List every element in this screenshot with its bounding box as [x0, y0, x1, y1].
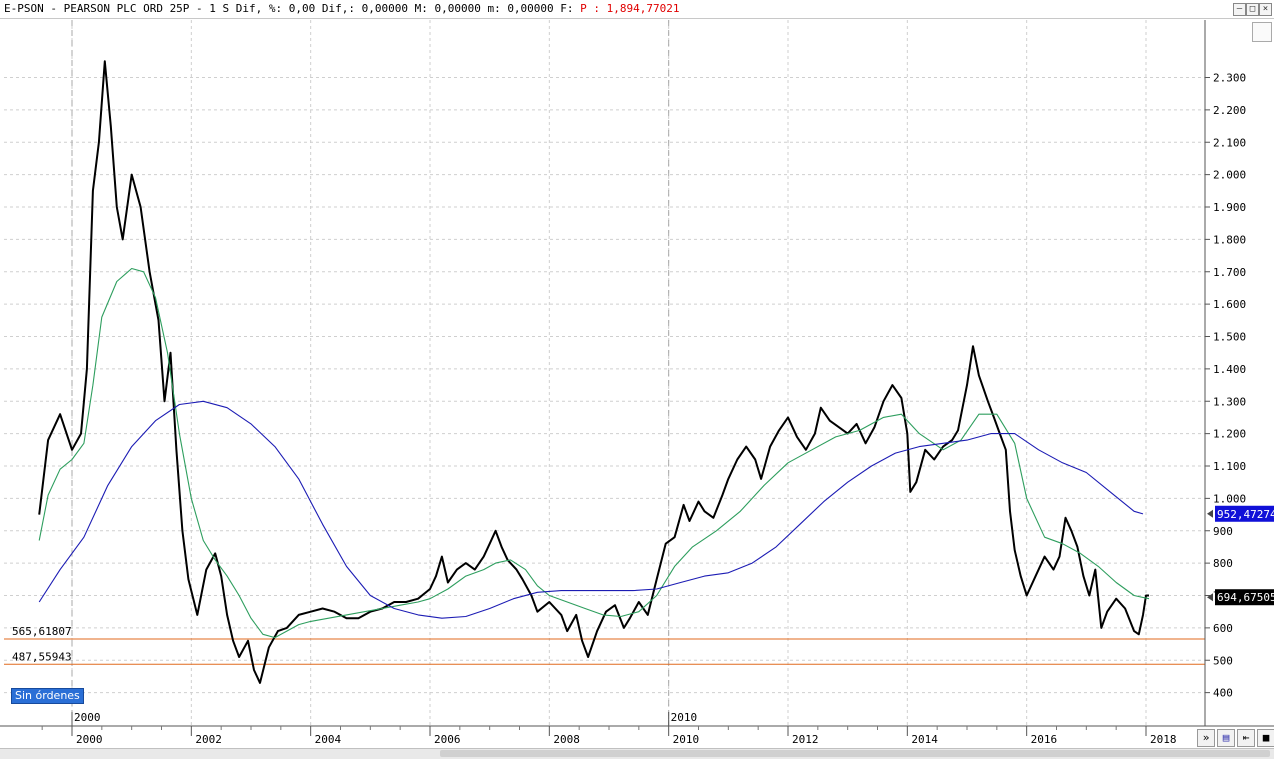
x-tick-label: 2014 [911, 733, 938, 746]
x-tick-label: 2018 [1150, 733, 1177, 746]
y-axis: 4005006007008009001.0001.1001.2001.3001.… [1204, 20, 1246, 726]
support-lines: 565,61807 487,55943 [4, 625, 1205, 665]
y-tick-label: 1.300 [1213, 395, 1246, 408]
x-tick-label: 2016 [1031, 733, 1058, 746]
close-button[interactable]: × [1259, 3, 1272, 16]
value-tag-arrow [1207, 509, 1213, 518]
y-tick-label: 1.600 [1213, 298, 1246, 311]
y-tick-label: 1.500 [1213, 331, 1246, 344]
support-line-label: 487,55943 [12, 650, 72, 663]
chart-options-icon[interactable] [1252, 22, 1272, 42]
value-tags: 952,47274 694,67505 [1207, 505, 1274, 606]
value-tag-box [1215, 505, 1274, 522]
x-tick-label: 2006 [434, 733, 461, 746]
grid-lines [4, 20, 1205, 726]
series-line-price [38, 60, 1149, 684]
series-line-ma_green [38, 267, 1150, 639]
period-label: 2010 [671, 711, 698, 724]
color-square-icon[interactable]: ■ [1257, 729, 1274, 747]
y-tick-label: 400 [1213, 687, 1233, 700]
y-tick-label: 2.100 [1213, 136, 1246, 149]
value-tag-label: 952,47274 [1217, 508, 1274, 521]
y-tick-label: 500 [1213, 654, 1233, 667]
orders-badge[interactable]: Sin órdenes [11, 688, 84, 704]
nav-forward-icon[interactable]: » [1197, 729, 1215, 747]
series-group [38, 60, 1150, 684]
last-price-label: P : 1,894,77021 [580, 2, 680, 15]
x-tick-label: 2008 [553, 733, 580, 746]
window-title-text: E-PSON - PEARSON PLC ORD 25P - 1 S Dif, … [4, 0, 680, 18]
y-tick-label: 800 [1213, 557, 1233, 570]
y-tick-label: 1.200 [1213, 428, 1246, 441]
horizontal-scrollbar[interactable] [0, 748, 1274, 759]
y-tick-label: 1.800 [1213, 233, 1246, 246]
series-line-ma_blue [38, 400, 1144, 619]
y-tick-label: 1.400 [1213, 363, 1246, 376]
window-titlebar: E-PSON - PEARSON PLC ORD 25P - 1 S Dif, … [0, 0, 1274, 19]
x-tick-label: 2000 [76, 733, 103, 746]
y-tick-label: 900 [1213, 525, 1233, 538]
value-tag-box [1215, 589, 1274, 606]
period-label: 2000 [74, 711, 101, 724]
y-tick-label: 2.300 [1213, 72, 1246, 85]
y-tick-label: 600 [1213, 622, 1233, 635]
scrollbar-thumb[interactable] [440, 750, 1270, 757]
pin-icon[interactable]: ⇤ [1237, 729, 1255, 747]
y-tick-label: 1.900 [1213, 201, 1246, 214]
save-icon[interactable]: ▤ [1217, 729, 1235, 747]
y-tick-label: 1.100 [1213, 460, 1246, 473]
support-line-label: 565,61807 [12, 625, 72, 638]
y-tick-label: 1.700 [1213, 266, 1246, 279]
y-tick-label: 1.000 [1213, 492, 1246, 505]
value-tag-arrow [1207, 593, 1213, 602]
x-tick-label: 2002 [195, 733, 222, 746]
y-tick-label: 2.000 [1213, 169, 1246, 182]
window-title: E-PSON - PEARSON PLC ORD 25P - 1 S Dif, … [4, 2, 574, 15]
value-tag-label: 694,67505 [1217, 591, 1274, 604]
x-tick-label: 2012 [792, 733, 819, 746]
x-axis: 2000 2002 2004 2006 2008 2010 2012 2014 2016 2018… [0, 711, 1274, 746]
minimize-button[interactable]: – [1233, 3, 1246, 16]
restore-button[interactable]: □ [1246, 3, 1259, 16]
x-tick-label: 2004 [315, 733, 342, 746]
x-tick-label: 2010 [673, 733, 700, 746]
y-tick-label: 2.200 [1213, 104, 1246, 117]
